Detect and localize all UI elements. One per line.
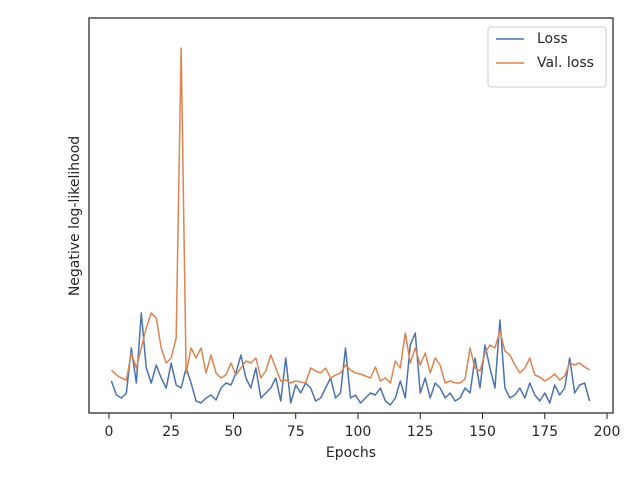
x-tick-label: 175 bbox=[531, 424, 558, 440]
x-tick-label: 100 bbox=[345, 424, 372, 440]
x-tick-label: 200 bbox=[594, 424, 621, 440]
x-axis-label: Epochs bbox=[326, 445, 376, 461]
x-tick-label: 125 bbox=[407, 424, 434, 440]
y-axis-label: Negative log-likelihood bbox=[67, 136, 83, 296]
plot-frame bbox=[88, 17, 614, 414]
x-tick-label: 150 bbox=[469, 424, 496, 440]
legend-box bbox=[487, 26, 607, 88]
legend: Loss Val. loss bbox=[487, 26, 607, 88]
x-tick-label: 0 bbox=[104, 424, 113, 440]
x-tick-label: 50 bbox=[225, 424, 243, 440]
x-tick-label: 75 bbox=[287, 424, 305, 440]
legend-label: Val. loss bbox=[537, 55, 594, 71]
line-series bbox=[110, 312, 591, 406]
line-series bbox=[110, 47, 590, 384]
legend-label: Loss bbox=[537, 31, 568, 47]
x-tick-label: 25 bbox=[162, 424, 180, 440]
